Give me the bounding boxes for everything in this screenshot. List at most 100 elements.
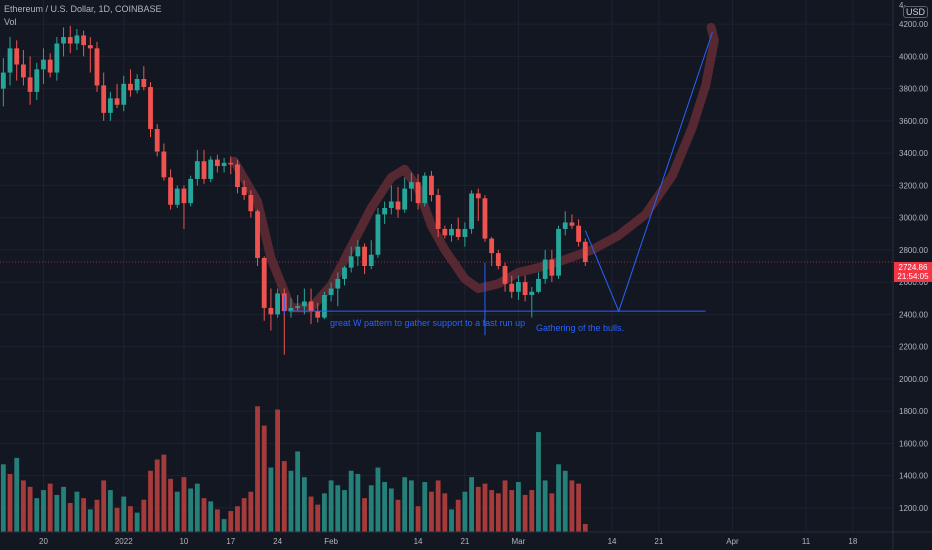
volume-bar (482, 483, 488, 532)
volume-bar (188, 488, 194, 532)
volume-bar (422, 482, 428, 532)
volume-bar (315, 504, 321, 532)
candle-body (241, 187, 247, 196)
highlight-stroke (229, 22, 719, 313)
currency-button[interactable]: USD (903, 6, 929, 18)
candle-body (315, 311, 321, 318)
candle-body (482, 198, 488, 239)
volume-bar (442, 493, 448, 532)
candle-body (228, 162, 234, 165)
candle-body (261, 257, 267, 308)
volume-bar (228, 511, 234, 532)
candle-body (74, 35, 80, 44)
time-axis[interactable]: 20 2022 10 17 24 Feb 14 21 Mar 14 21 Apr 11 18 (0, 531, 932, 546)
candle-body (516, 282, 521, 292)
volume-bar (489, 490, 495, 532)
candle-body (168, 177, 173, 205)
time-tick-label: 2022 (115, 537, 133, 546)
volume-bar (395, 499, 401, 532)
volume-bar (529, 490, 535, 532)
candle-body (268, 307, 274, 315)
volume-bar (328, 480, 334, 532)
candle-body (495, 253, 501, 266)
volume-bar (556, 464, 561, 532)
volume-bar (121, 496, 127, 532)
price-tick-label: 3200.00 (899, 181, 928, 190)
volume-indicator-label[interactable]: Vol (4, 17, 17, 27)
volume-bar (61, 486, 66, 532)
volume-bar (181, 477, 187, 532)
volume-bar (168, 478, 173, 532)
highlight-drawing (229, 22, 719, 313)
candle-body (375, 214, 381, 255)
time-tick-label: Apr (726, 537, 739, 546)
volume-bar (34, 498, 40, 532)
candle-body (402, 188, 408, 210)
candle-body (148, 87, 153, 129)
candle-body (408, 182, 414, 189)
volume-bar (0, 464, 6, 532)
trendline-drawings (283, 32, 713, 336)
price-tick-label: 4000.00 (899, 52, 928, 61)
volume-bar (201, 498, 207, 532)
time-tick-label: 18 (848, 537, 857, 546)
price-tick-label: 2000.00 (899, 375, 928, 384)
volume-bar (87, 509, 93, 532)
candle-body (54, 43, 60, 73)
price-candles (0, 25, 588, 355)
candle-body (469, 193, 474, 229)
annotation-w-pattern[interactable]: great W pattern to gather support to a f… (330, 318, 526, 328)
volume-bar (295, 451, 301, 532)
volume-bar (148, 470, 153, 532)
candle-body (362, 246, 367, 266)
candle-body (322, 295, 327, 318)
volume-bar (47, 483, 53, 532)
symbol-title: Ethereum / U.S. Dollar, 1D, COINBASE (4, 4, 162, 14)
volume-bar (21, 480, 26, 532)
volume-bar (435, 480, 441, 532)
candle-body (382, 207, 388, 215)
volume-bar (408, 480, 414, 532)
price-tick-label: 3000.00 (899, 214, 928, 223)
candle-body (449, 228, 454, 236)
candle-body (475, 193, 481, 199)
volume-bar (522, 494, 528, 532)
price-axis[interactable]: 4200.00 4000.00 3800.00 3600.00 3400.00 3200.… (892, 0, 928, 550)
candle-body (342, 267, 347, 279)
candle-body (522, 282, 528, 296)
candle-body (114, 98, 120, 105)
price-tick-label: 2200.00 (899, 343, 928, 352)
volume-bar (241, 498, 247, 532)
candle-body (529, 291, 535, 296)
candle-body (455, 228, 461, 237)
candle-body (509, 283, 515, 292)
candle-body (101, 85, 107, 113)
candle-body (582, 241, 588, 262)
volume-bar (268, 467, 274, 532)
volume-bar (14, 457, 20, 532)
volume-bar (549, 493, 555, 532)
candle-body (61, 37, 66, 44)
candle-body (308, 301, 314, 312)
volume-bar (368, 485, 374, 532)
time-tick-label: 14 (608, 537, 617, 546)
volume-bar (248, 491, 254, 532)
candle-body (174, 188, 180, 205)
candle-body (502, 266, 508, 284)
candle-body (248, 195, 254, 212)
volume-bar (214, 509, 220, 532)
candle-body (87, 45, 93, 49)
candle-body (348, 256, 354, 268)
volume-bar (582, 523, 588, 532)
candle-body (94, 48, 100, 86)
volume-bar (94, 499, 100, 532)
candle-body (576, 225, 582, 242)
time-tick-label: 14 (414, 537, 423, 546)
price-tick-label: 2600.00 (899, 278, 928, 287)
annotation-gathering[interactable]: Gathering of the bulls. (536, 323, 625, 333)
candle-body (542, 259, 548, 279)
volume-bars (0, 406, 588, 532)
currency-toggle-small: 4· (899, 1, 907, 10)
candle-body (81, 35, 87, 46)
